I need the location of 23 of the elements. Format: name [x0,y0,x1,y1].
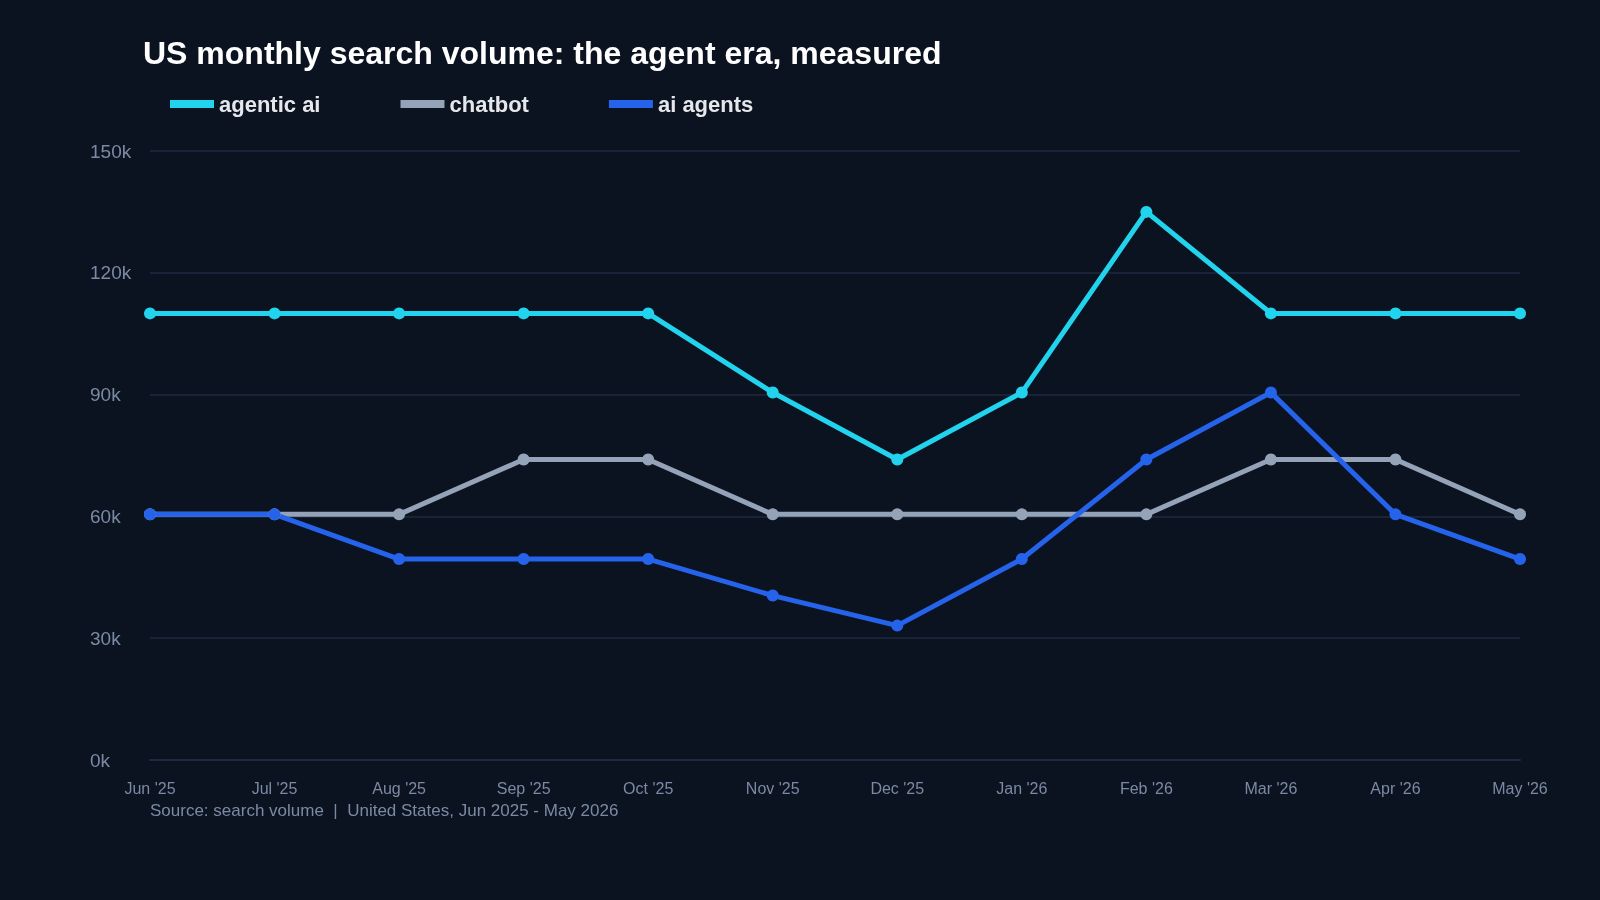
legend-label: ai agents [657,91,754,117]
legend-label: chatbot [449,91,530,117]
y-tick-label: 90k [90,384,122,406]
x-tick-label: Apr '26 [1370,779,1421,797]
x-tick-label: Feb '26 [1119,779,1173,797]
y-tick-label: 120k [90,262,132,284]
y-tick-label: 0k [90,749,111,771]
x-tick-label: Jun '25 [124,779,176,797]
y-tick-label: 60k [90,505,122,527]
chart-title: US monthly search volume: the agent era, measured [143,35,942,71]
x-tick-label: Mar '26 [1244,779,1298,797]
y-tick-label: 30k [90,627,122,649]
x-tick-label: May '26 [1492,779,1548,797]
y-tick-label: 150k [90,140,132,162]
x-tick-label: Oct '25 [623,779,674,797]
x-tick-label: Nov '25 [745,779,800,797]
x-tick-label: Dec '25 [870,779,925,797]
legend-label: agentic ai [219,91,321,117]
x-tick-label: Jan '26 [996,779,1048,797]
x-tick-label: Jul '25 [251,779,298,797]
x-tick-label: Aug '25 [372,779,427,797]
x-tick-label: Sep '25 [496,779,551,797]
source-note: Source: search volume | United States, Jun 2025 - May 2026 [150,801,619,820]
